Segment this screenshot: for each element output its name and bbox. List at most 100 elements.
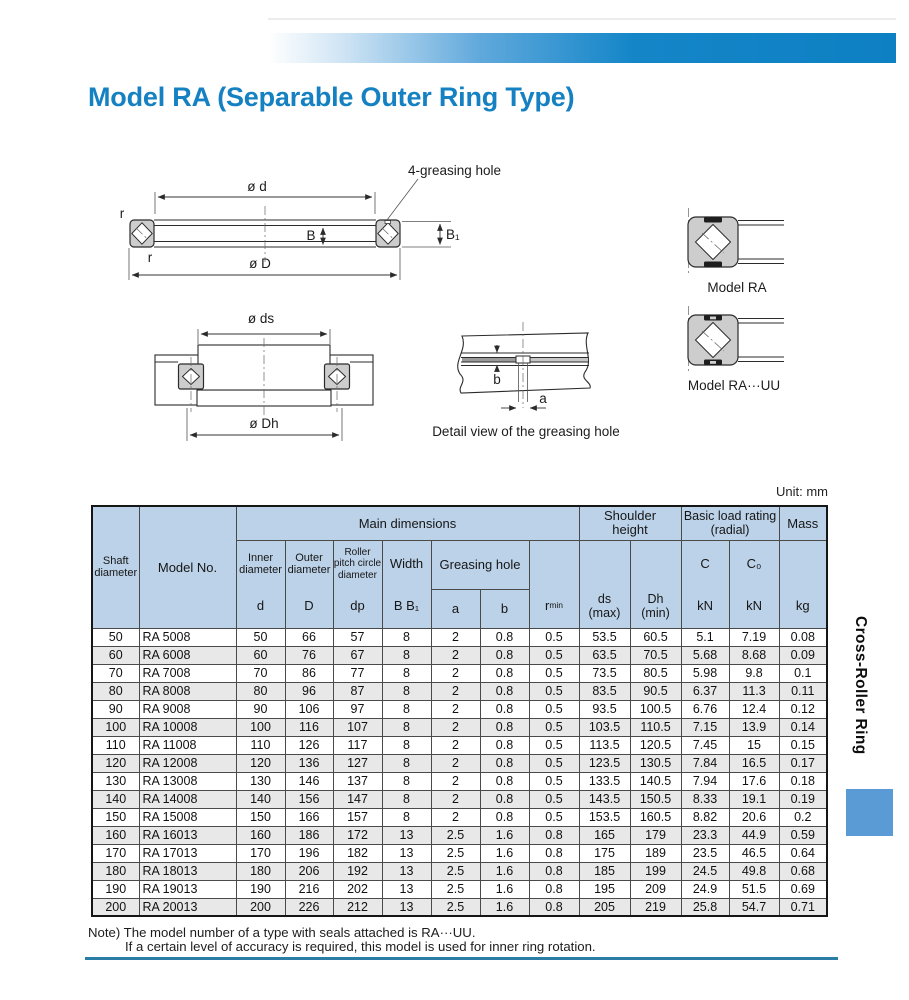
table-cell: 123.5 <box>578 753 631 773</box>
table-row: 50 RA 5008 50 66 57 8 2 0.8 0.5 53.5 60.5 5.1 7.19 0.… <box>91 627 828 647</box>
table-cell: 8 <box>381 663 432 683</box>
detail-caption: Detail view of the greasing hole <box>432 424 620 439</box>
cell-shaft-diameter: 60 <box>91 645 140 665</box>
table-cell: 90 <box>235 699 286 719</box>
table-cell: 2.5 <box>430 843 481 863</box>
table-row: 70 RA 7008 70 86 77 8 2 0.8 0.5 73.5 80.5 5.98 9.8 0.… <box>91 663 828 683</box>
table-cell: 16.5 <box>728 753 780 773</box>
table-cell: 0.08 <box>778 627 828 647</box>
cell-model-no: RA 10008 <box>138 717 237 737</box>
table-cell: 8.33 <box>680 789 730 809</box>
greasing-hole-detail-drawing: b a Detail view of the greasing hole <box>432 322 620 439</box>
table-cell: 192 <box>332 861 383 881</box>
table-cell: 8 <box>381 681 432 701</box>
col-header-inner-diameter: Inner diameter d <box>235 539 286 629</box>
table-cell: 73.5 <box>578 663 631 683</box>
table-cell: 133.5 <box>578 771 631 791</box>
table-row: 150 RA 15008 150 166 157 8 2 0.8 0.5 153.5 160.5 8.… <box>91 807 828 827</box>
table-cell: 0.8 <box>479 627 530 647</box>
table-row: 120 RA 12008 120 136 127 8 2 0.8 0.5 123.5 130.5 7.… <box>91 753 828 773</box>
header-gradient-bar <box>268 33 896 63</box>
unit-label: Unit: mm <box>776 484 828 499</box>
table-cell: 66 <box>284 627 334 647</box>
cell-shaft-diameter: 190 <box>91 879 140 899</box>
table-cell: 13 <box>381 897 432 917</box>
table-row: 60 RA 6008 60 76 67 8 2 0.8 0.5 63.5 70.5 5.68 8.68 0… <box>91 645 828 665</box>
cell-model-no: RA 17013 <box>138 843 237 863</box>
footnote: Note) The model number of a type with se… <box>88 926 596 953</box>
table-cell: 19.1 <box>728 789 780 809</box>
table-cell: 5.1 <box>680 627 730 647</box>
table-cell: 0.8 <box>479 663 530 683</box>
table-cell: 199 <box>629 861 682 881</box>
table-cell: 86 <box>284 663 334 683</box>
table-cell: 140 <box>235 789 286 809</box>
table-cell: 165 <box>578 825 631 845</box>
bottom-rule <box>85 957 838 960</box>
table-cell: 150.5 <box>629 789 682 809</box>
dim-label-oDh: ø Dh <box>249 416 278 431</box>
cell-model-no: RA 11008 <box>138 735 237 755</box>
side-tab-square <box>846 789 893 836</box>
cell-model-no: RA 8008 <box>138 681 237 701</box>
table-cell: 1.6 <box>479 825 530 845</box>
col-header-shaft-diameter: Shaft diameter <box>91 505 140 629</box>
table-cell: 0.8 <box>479 771 530 791</box>
table-cell: 136 <box>284 753 334 773</box>
cell-model-no: RA 15008 <box>138 807 237 827</box>
table-cell: 0.1 <box>778 663 828 683</box>
cell-model-no: RA 16013 <box>138 825 237 845</box>
table-cell: 116 <box>284 717 334 737</box>
greasing-hole-mark <box>384 220 391 224</box>
table-cell: 0.5 <box>528 627 580 647</box>
table-cell: 0.5 <box>528 771 580 791</box>
main-cross-section-drawing: ø d B ø D B₁ r r 4-greasing hole <box>120 163 501 280</box>
table-cell: 100.5 <box>629 699 682 719</box>
col-header-b: b <box>479 588 530 629</box>
cell-model-no: RA 6008 <box>138 645 237 665</box>
cell-shaft-diameter: 180 <box>91 861 140 881</box>
table-cell: 117 <box>332 735 383 755</box>
table-row: 170 RA 17013 170 196 182 13 2.5 1.6 0.8 175 189 23.… <box>91 843 828 863</box>
cell-model-no: RA 5008 <box>138 627 237 647</box>
table-cell: 46.5 <box>728 843 780 863</box>
table-cell: 2 <box>430 789 481 809</box>
table-cell: 157 <box>332 807 383 827</box>
cell-shaft-diameter: 130 <box>91 771 140 791</box>
col-group-shoulder-height: Shoulder height <box>578 505 682 541</box>
table-cell: 219 <box>629 897 682 917</box>
table-cell: 2 <box>430 627 481 647</box>
technical-drawings: ø d B ø D B₁ r r 4-greasing hole <box>120 163 784 441</box>
table-cell: 60.5 <box>629 627 682 647</box>
table-cell: 0.8 <box>479 753 530 773</box>
model-ra-uu-icon: Model RA···UU <box>687 306 784 393</box>
table-cell: 57 <box>332 627 383 647</box>
table-cell: 186 <box>284 825 334 845</box>
table-cell: 53.5 <box>578 627 631 647</box>
table-cell: 0.68 <box>778 861 828 881</box>
cell-model-no: RA 13008 <box>138 771 237 791</box>
table-row: 200 RA 20013 200 226 212 13 2.5 1.6 0.8 205 219 25.… <box>91 897 828 917</box>
table-cell: 2.5 <box>430 897 481 917</box>
r-label-bottom: r <box>148 250 153 265</box>
table-cell: 106 <box>284 699 334 719</box>
cell-shaft-diameter: 90 <box>91 699 140 719</box>
table-cell: 110.5 <box>629 717 682 737</box>
page-title: Model RA (Separable Outer Ring Type) <box>88 82 575 112</box>
table-cell: 0.8 <box>479 735 530 755</box>
table-cell: 8 <box>381 627 432 647</box>
table-cell: 216 <box>284 879 334 899</box>
housing-mount-drawing: ø ds ø Dh <box>154 311 374 441</box>
table-cell: 5.68 <box>680 645 730 665</box>
table-cell: 5.98 <box>680 663 730 683</box>
cell-shaft-diameter: 170 <box>91 843 140 863</box>
table-cell: 156 <box>284 789 334 809</box>
dim-label-oD: ø D <box>249 256 271 271</box>
cell-model-no: RA 9008 <box>138 699 237 719</box>
table-cell: 70.5 <box>629 645 682 665</box>
table-cell: 8 <box>381 807 432 827</box>
table-row: 160 RA 16013 160 186 172 13 2.5 1.6 0.8 165 179 23.… <box>91 825 828 845</box>
table-cell: 0.8 <box>479 807 530 827</box>
col-header-outer-diameter: Outer diameter D <box>284 539 334 629</box>
col-header-greasing-hole: Greasing hole <box>430 539 530 590</box>
